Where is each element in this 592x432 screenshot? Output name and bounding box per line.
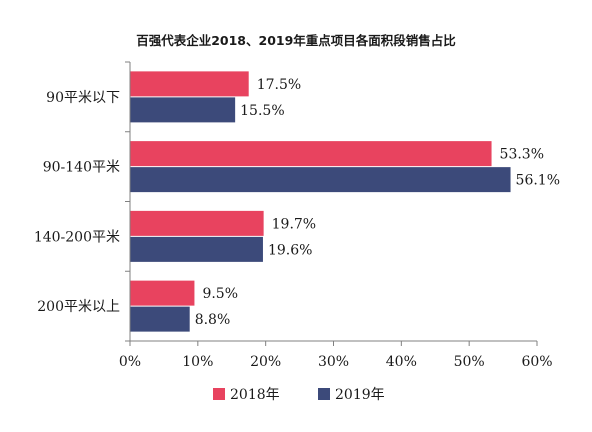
category-label-2: 140-200平米 xyxy=(34,229,120,245)
legend-swatch-2019 xyxy=(318,388,330,400)
category-label-1: 90-140平米 xyxy=(43,160,120,176)
bar-2019-1 xyxy=(130,167,511,193)
legend-label-2018: 2018年 xyxy=(230,387,280,403)
bar-2018-2 xyxy=(130,210,264,236)
x-tick-label-4: 40% xyxy=(386,354,417,370)
bar-2018-0 xyxy=(130,71,249,97)
data-label-2019-1: 56.1% xyxy=(516,173,560,189)
legend-label-2019: 2019年 xyxy=(335,387,385,403)
x-tick-label-5: 50% xyxy=(454,354,485,370)
chart-title: 百强代表企业2018、2019年重点项目各面积段销售占比 xyxy=(136,33,456,48)
data-label-2019-3: 8.8% xyxy=(195,312,231,328)
bar-2019-0 xyxy=(130,97,236,123)
bar-2019-2 xyxy=(130,236,263,262)
data-label-2019-0: 15.5% xyxy=(240,103,284,119)
category-label-3: 200平米以上 xyxy=(37,299,120,315)
x-tick-label-1: 10% xyxy=(182,354,213,370)
data-label-2018-1: 53.3% xyxy=(500,147,544,163)
data-label-2018-0: 17.5% xyxy=(257,77,301,93)
x-tick-label-6: 60% xyxy=(521,354,552,370)
category-label-0: 90平米以下 xyxy=(46,90,120,106)
legend-swatch-2018 xyxy=(213,388,225,400)
bar-2018-1 xyxy=(130,141,492,167)
bar-2018-3 xyxy=(130,280,195,306)
data-label-2019-2: 19.6% xyxy=(268,242,312,258)
x-tick-label-2: 20% xyxy=(250,354,281,370)
x-tick-label-3: 30% xyxy=(318,354,349,370)
x-tick-label-0: 0% xyxy=(119,354,141,370)
data-label-2018-3: 9.5% xyxy=(202,286,238,302)
bar-2019-3 xyxy=(130,306,190,332)
data-label-2018-2: 19.7% xyxy=(272,216,316,232)
